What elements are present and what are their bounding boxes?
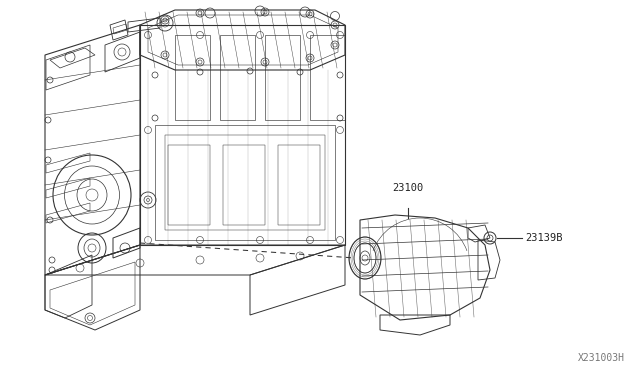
Text: 23139B: 23139B (525, 233, 563, 243)
Text: X231003H: X231003H (578, 353, 625, 363)
Text: 23100: 23100 (392, 183, 424, 193)
